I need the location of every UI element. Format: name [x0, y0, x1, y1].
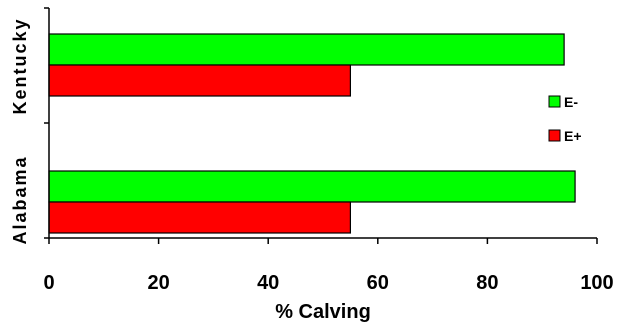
- bar-alabama-e-minus: [48, 170, 576, 203]
- legend-swatch-e-plus: [548, 129, 561, 142]
- legend: E- E+: [537, 85, 596, 153]
- category-labels: Kentucky Alabama: [10, 17, 30, 244]
- bar-kentucky-e-plus: [48, 64, 351, 97]
- legend-swatch-e-minus: [548, 95, 561, 108]
- x-tick-label: 40: [257, 272, 279, 294]
- bar-kentucky-e-minus: [48, 33, 565, 66]
- category-label-kentucky: Kentucky: [10, 17, 30, 114]
- bar-alabama-e-plus: [48, 201, 351, 234]
- category-label-alabama: Alabama: [10, 155, 30, 244]
- axes-layer: 0 20 40 60 80 100: [43, 7, 614, 294]
- x-tick-label: 0: [43, 272, 54, 294]
- x-tick-label: 60: [367, 272, 389, 294]
- legend-box: [537, 85, 596, 153]
- x-tick-label: 80: [476, 272, 498, 294]
- x-tick-label: 100: [580, 272, 613, 294]
- legend-label-e-plus: E+: [564, 128, 582, 144]
- x-axis-title: % Calving: [275, 301, 371, 323]
- legend-label-e-minus: E-: [564, 94, 578, 110]
- x-tick-label: 20: [147, 272, 169, 294]
- bars-layer: [48, 33, 576, 234]
